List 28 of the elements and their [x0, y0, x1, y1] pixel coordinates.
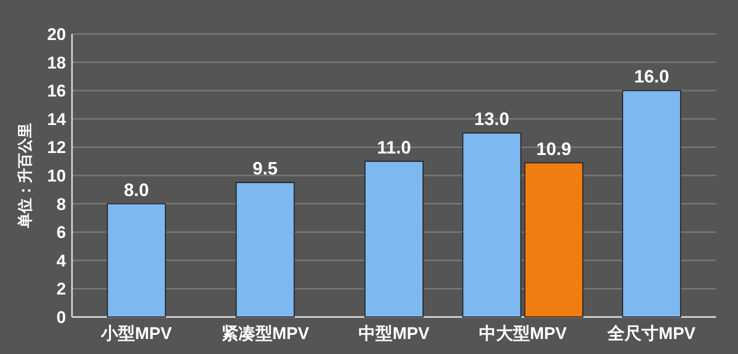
y-tick-label: 8	[56, 194, 66, 214]
y-tick-label: 2	[56, 280, 66, 299]
y-tick-label: 4	[56, 251, 67, 270]
y-axis-title: 单位：升百公里	[17, 123, 34, 229]
data-label: 16.0	[634, 66, 670, 87]
x-tick-label: 全尺寸MPV	[606, 324, 696, 343]
x-tick-label: 中型MPV	[358, 324, 430, 343]
data-label: 10.9	[536, 138, 572, 159]
data-label: 13.0	[474, 109, 510, 130]
data-label: 11.0	[376, 137, 412, 158]
bar	[524, 162, 584, 318]
x-tick-label: 紧凑型MPV	[221, 324, 310, 343]
bar	[364, 160, 424, 318]
y-tick-label: 18	[47, 53, 66, 72]
y-tick-label: 6	[56, 223, 66, 242]
y-tick-label: 12	[47, 138, 66, 158]
bar	[622, 90, 682, 318]
x-tick-label: 中大型MPV	[478, 324, 568, 343]
data-label: 8.0	[124, 180, 149, 200]
bar	[236, 182, 295, 318]
x-tick-label: 小型MPV	[100, 324, 172, 343]
y-tick-label: 16	[47, 82, 66, 101]
y-tick-label: 0	[56, 308, 66, 327]
y-tick-label: 14	[47, 110, 67, 129]
y-tick-label: 10	[47, 166, 66, 186]
bar	[106, 203, 166, 318]
data-label: 9.5	[252, 158, 278, 179]
y-tick-label: 20	[47, 25, 66, 44]
